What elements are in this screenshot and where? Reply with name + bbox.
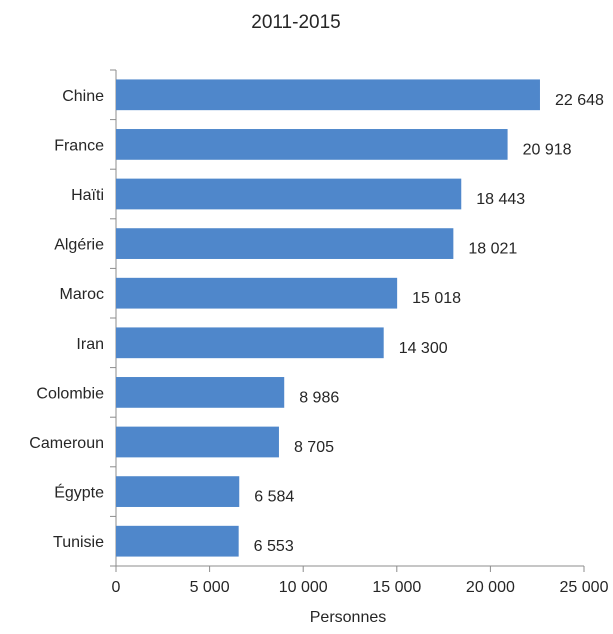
category-label: Chine: [62, 88, 104, 105]
category-label: Maroc: [60, 286, 104, 303]
value-label: 15 018: [412, 290, 461, 307]
x-tick-label: 10 000: [279, 579, 328, 596]
category-label: Algérie: [54, 237, 104, 254]
value-label: 6 553: [254, 538, 294, 555]
x-tick-label: 20 000: [466, 579, 515, 596]
bar-10: [116, 525, 239, 557]
bar-1: [116, 79, 540, 111]
category-label: Égypte: [54, 483, 104, 502]
bar-8: [116, 426, 279, 458]
x-tick-label: 15 000: [372, 579, 421, 596]
x-axis-title: Personnes: [310, 609, 387, 626]
bar-4: [116, 228, 454, 259]
value-label: 8 705: [294, 439, 334, 456]
category-label: Tunisie: [53, 534, 104, 551]
category-label: Cameroun: [29, 435, 104, 452]
value-label: 22 648: [555, 92, 604, 109]
bar-2: [116, 129, 508, 160]
x-tick-label: 5 000: [190, 579, 230, 596]
bar-5: [116, 277, 398, 309]
bar-9: [116, 476, 240, 507]
bar-3: [116, 178, 462, 210]
category-label: Iran: [76, 336, 104, 353]
value-label: 18 021: [468, 241, 517, 258]
bar-7: [116, 377, 285, 408]
category-label: Haïti: [71, 187, 104, 204]
x-tick-label: 0: [112, 579, 121, 596]
category-label: Colombie: [36, 385, 104, 402]
value-label: 8 986: [299, 389, 339, 406]
value-label: 18 443: [476, 191, 525, 208]
value-label: 20 918: [523, 141, 572, 158]
value-label: 14 300: [399, 340, 448, 357]
category-label: France: [54, 137, 104, 154]
bar-6: [116, 327, 384, 359]
x-tick-label: 25 000: [560, 579, 609, 596]
value-label: 6 584: [254, 489, 294, 506]
plot-area: 0 5 000 10 000 15 000 20 000 25 000 Chine 22 64…: [29, 69, 609, 596]
chart-title: 2011-2015: [251, 12, 340, 33]
